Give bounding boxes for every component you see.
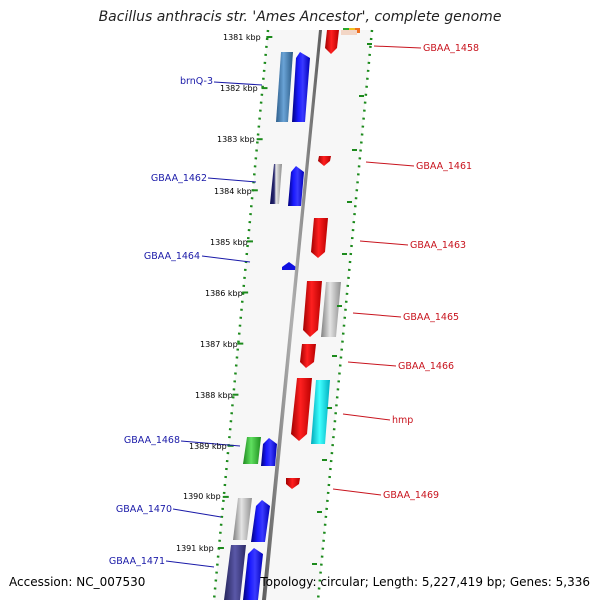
gene-label-hmp[interactable]: hmp <box>392 415 413 426</box>
gene-label-GBAA_1466[interactable]: GBAA_1466 <box>398 361 454 372</box>
right-gene-labels: GBAA_1458 GBAA_1461 GBAA_1463 GBAA_1465 … <box>383 43 479 501</box>
ruler-label: 1390 kbp <box>183 492 221 501</box>
ruler-ticks <box>217 36 273 549</box>
accession-text: Accession: NC_007530 <box>9 575 146 589</box>
gene-arrow-hmp[interactable] <box>291 378 312 441</box>
ruler-label: 1384 kbp <box>214 187 252 196</box>
gene-arrow-GBAA_1464[interactable] <box>282 262 296 270</box>
topology-text: Topology: circular; Length: 5,227,419 bp… <box>260 575 590 589</box>
gene-block-cyan[interactable] <box>311 380 330 444</box>
gene-label-GBAA_1471[interactable]: GBAA_1471 <box>109 556 165 567</box>
ruler-labels: 1381 kbp 1382 kbp 1383 kbp 1384 kbp 1385… <box>176 33 261 553</box>
gene-block-partial-top[interactable] <box>341 30 357 35</box>
gene-arrow-GBAA_1466[interactable] <box>300 344 316 368</box>
gene-label-GBAA_1468[interactable]: GBAA_1468 <box>124 435 180 446</box>
gene-arrow-GBAA_1469[interactable] <box>286 478 300 489</box>
gene-label-GBAA_1464[interactable]: GBAA_1464 <box>144 251 200 262</box>
gene-label-GBAA_1458[interactable]: GBAA_1458 <box>423 43 479 54</box>
top-fragment-orange <box>355 28 360 33</box>
ruler-label: 1381 kbp <box>223 33 261 42</box>
gene-block-navy-1[interactable] <box>270 164 282 204</box>
gene-block-gray-2[interactable] <box>321 282 341 337</box>
gene-block-steel-1[interactable] <box>276 52 293 122</box>
ruler-label: 1385 kbp <box>210 238 248 247</box>
leader-lines <box>165 45 422 568</box>
gene-arrow-GBAA_1470[interactable] <box>251 500 270 542</box>
gene-block-purple[interactable] <box>224 545 246 600</box>
gene-label-GBAA_1465[interactable]: GBAA_1465 <box>403 312 459 323</box>
gene-label-GBAA_1469[interactable]: GBAA_1469 <box>383 490 439 501</box>
map-title: Bacillus anthracis str. 'Ames Ancestor',… <box>98 9 502 25</box>
gene-label-GBAA_1461[interactable]: GBAA_1461 <box>416 161 472 172</box>
gene-arrow-GBAA_1462[interactable] <box>288 166 304 206</box>
genome-backbone <box>262 30 322 600</box>
ruler-label: 1387 kbp <box>200 340 238 349</box>
left-strand-genes <box>224 52 310 600</box>
ruler-label: 1386 kbp <box>205 289 243 298</box>
gene-label-GBAA_1462[interactable]: GBAA_1462 <box>151 173 207 184</box>
gene-block-gray-1[interactable] <box>233 498 252 540</box>
gene-block-green[interactable] <box>243 437 261 464</box>
ruler-label: 1391 kbp <box>176 544 214 553</box>
gene-arrow-GBAA_1461[interactable] <box>318 156 331 166</box>
gene-arrow-GBAA_1458[interactable] <box>325 30 339 54</box>
right-strand-genes <box>286 30 357 489</box>
gene-arrow-GBAA_1463[interactable] <box>311 218 328 258</box>
gene-arrow-GBAA_1471[interactable] <box>243 548 263 600</box>
ruler-label: 1382 kbp <box>220 84 258 93</box>
gene-label-GBAA_1470[interactable]: GBAA_1470 <box>116 504 172 515</box>
ruler-label: 1383 kbp <box>217 135 255 144</box>
gene-arrow-brnQ-3[interactable] <box>292 52 310 122</box>
ruler-label: 1388 kbp <box>195 391 233 400</box>
right-boundary-ticks <box>312 43 372 565</box>
left-gene-labels: brnQ-3 GBAA_1462 GBAA_1464 GBAA_1468 GBA… <box>109 76 213 567</box>
gene-label-brnQ-3[interactable]: brnQ-3 <box>180 76 213 87</box>
gene-label-GBAA_1463[interactable]: GBAA_1463 <box>410 240 466 251</box>
ruler-label: 1389 kbp <box>189 442 227 451</box>
gene-arrow-GBAA_1465[interactable] <box>303 281 322 337</box>
gene-arrow-GBAA_1468[interactable] <box>261 438 277 466</box>
